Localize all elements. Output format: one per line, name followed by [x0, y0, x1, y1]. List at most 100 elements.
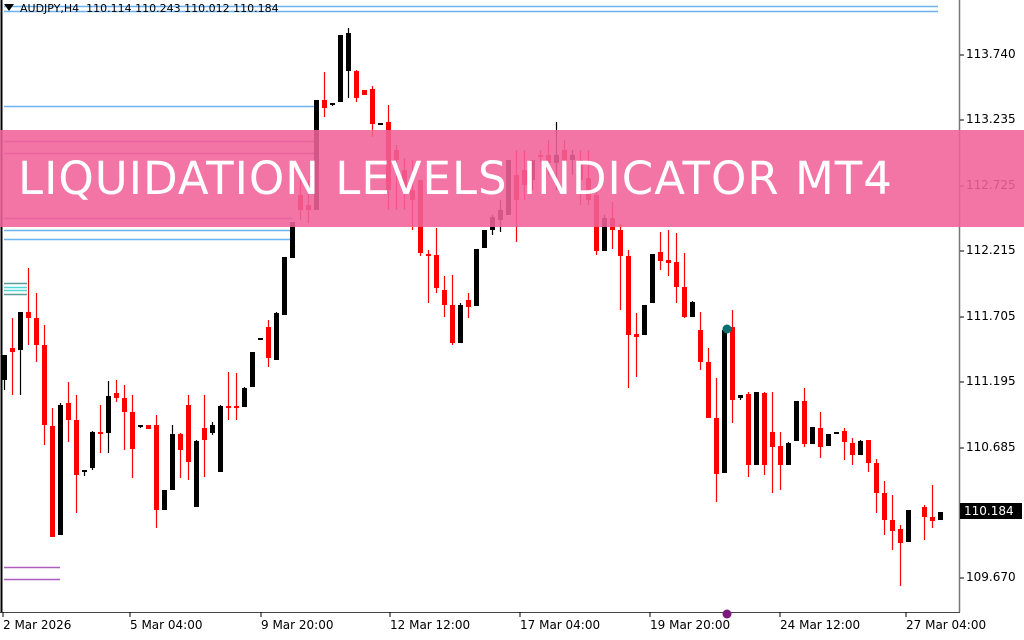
candle: [354, 70, 359, 102]
candle: [874, 459, 879, 513]
candle: [626, 250, 631, 388]
candle: [450, 275, 455, 345]
candle: [194, 440, 199, 507]
candle: [170, 425, 175, 490]
candle: [818, 412, 823, 458]
price-tick-label: 111.705: [966, 309, 1016, 323]
candle: [106, 381, 111, 453]
candle: [186, 395, 191, 480]
candle: [146, 425, 151, 429]
candle: [258, 338, 263, 340]
candle: [322, 72, 327, 117]
candle: [466, 293, 471, 318]
collapse-triangle-icon[interactable]: [4, 4, 14, 11]
candle: [906, 510, 911, 542]
candle: [786, 442, 791, 465]
candle: [2, 355, 7, 390]
marker-dot: [722, 324, 732, 334]
price-tick-label: 111.195: [966, 374, 1016, 388]
candle: [794, 401, 799, 441]
time-tick-label: 17 Mar 04:00: [520, 618, 601, 632]
axis-ticks: [2, 54, 964, 617]
candle: [722, 330, 727, 473]
candle: [754, 392, 759, 465]
candle: [434, 228, 439, 293]
candle: [250, 352, 255, 387]
candle: [370, 86, 375, 137]
candle: [42, 325, 47, 445]
candle: [114, 380, 119, 402]
candle: [842, 428, 847, 460]
candle: [34, 293, 39, 362]
candle: [162, 490, 167, 510]
signal-markers: [722, 324, 732, 619]
candle: [674, 233, 679, 303]
candle: [634, 313, 639, 377]
candle: [618, 224, 623, 310]
candle: [362, 90, 367, 95]
candle: [866, 440, 871, 472]
marker-dot: [722, 609, 732, 619]
candle: [690, 301, 695, 317]
candle: [850, 438, 855, 465]
chart-title: AUDJPY,H4 110.114 110.243 110.012 110.18…: [4, 2, 279, 15]
candle: [650, 254, 655, 303]
candle: [138, 425, 143, 428]
candle: [426, 250, 431, 303]
candle: [274, 312, 279, 360]
candle: [154, 415, 159, 528]
candle: [218, 405, 223, 472]
candle: [338, 35, 343, 102]
candle: [938, 512, 943, 520]
time-tick-label: 5 Mar 04:00: [130, 618, 203, 632]
candle: [442, 276, 447, 317]
candle: [882, 481, 887, 535]
candle: [826, 434, 831, 446]
candle: [98, 405, 103, 453]
candle: [738, 395, 743, 400]
candle: [762, 392, 767, 475]
candle: [202, 395, 207, 477]
candle: [82, 470, 87, 476]
candle: [714, 378, 719, 502]
candle: [282, 257, 287, 315]
candle: [834, 432, 839, 434]
price-tick-label: 110.685: [966, 440, 1016, 454]
candle: [50, 408, 55, 537]
candle: [266, 320, 271, 367]
candle: [730, 310, 735, 423]
candle: [66, 382, 71, 442]
price-tick-label: 113.740: [966, 47, 1016, 61]
candle: [234, 373, 239, 420]
candle: [122, 385, 127, 450]
candle: [482, 230, 487, 248]
time-tick-label: 2 Mar 2026: [3, 618, 72, 632]
candle: [346, 28, 351, 98]
candle: [746, 392, 751, 477]
candle: [74, 395, 79, 513]
candle: [890, 495, 895, 550]
candle: [898, 525, 903, 586]
time-tick-label: 9 Mar 20:00: [261, 618, 334, 632]
title-banner: LIQUIDATION LEVELS INDICATOR MT4: [0, 130, 1024, 227]
candle: [178, 433, 183, 478]
candle: [242, 387, 247, 407]
candle: [10, 318, 15, 395]
candle: [290, 222, 295, 258]
candle: [682, 253, 687, 318]
candle: [226, 372, 231, 420]
candle: [858, 440, 863, 455]
price-tick-label: 109.670: [966, 570, 1016, 584]
candle: [698, 312, 703, 370]
candle: [458, 303, 463, 343]
candle: [802, 388, 807, 447]
current-price-label: 110.184: [960, 503, 1022, 519]
candle: [706, 348, 711, 418]
candle: [778, 432, 783, 490]
candle: [130, 395, 135, 478]
ohlc-values: 110.114 110.243 110.012 110.184: [86, 2, 279, 15]
candle: [90, 431, 95, 470]
time-tick-label: 27 Mar 04:00: [906, 618, 987, 632]
